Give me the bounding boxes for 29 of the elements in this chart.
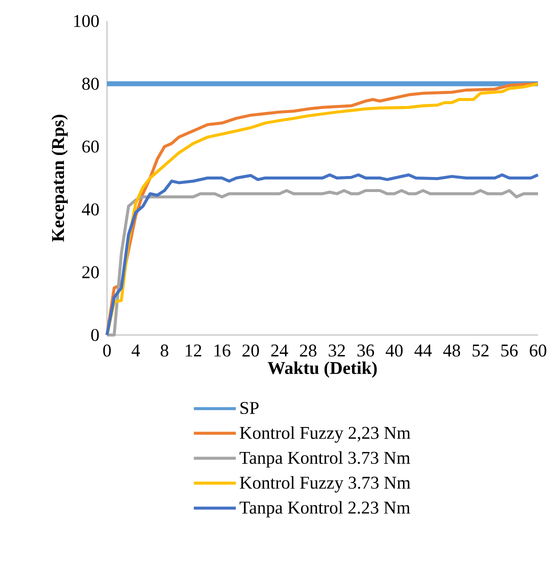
y-axis-title: Kecepatan (Rps) [51, 114, 68, 242]
y-tick-label: 20 [82, 266, 99, 278]
x-tick-label: 24 [271, 344, 288, 356]
x-tick-label: 48 [443, 344, 460, 357]
y-tick-label: 80 [82, 78, 99, 90]
x-tick-label: 44 [414, 344, 432, 356]
y-tick-label: 100 [74, 14, 99, 28]
x-tick-label: 40 [386, 344, 403, 357]
y-tick-label: 40 [82, 203, 99, 216]
x-tick-label: 52 [472, 344, 489, 357]
x-tick-label: 56 [501, 344, 518, 357]
y-tick-label: 0 [91, 328, 99, 342]
x-tick-label: 12 [186, 344, 202, 356]
x-tick-label: 36 [357, 344, 374, 357]
x-axis-title: Waktu (Detik) [268, 361, 377, 378]
x-tick-label: 4 [132, 344, 140, 356]
legend-label: Kontrol Fuzzy 2,23 Nm [240, 426, 410, 443]
x-tick-label: 16 [214, 344, 230, 357]
x-tick-label: 20 [242, 344, 259, 357]
x-tick-label: 32 [328, 344, 345, 357]
x-tick-label: 8 [160, 344, 168, 357]
legend-label: Tanpa Kontrol 3.73 Nm [240, 451, 410, 468]
x-tick-label: 28 [300, 344, 316, 357]
x-tick-label: 0 [103, 344, 111, 357]
legend-label: Kontrol Fuzzy 3.73 Nm [240, 476, 410, 492]
legend-label: Tanpa Kontrol 2.23 Nm [240, 501, 410, 518]
legend-label: SP [240, 402, 259, 414]
x-tick-label: 60 [530, 344, 546, 357]
y-tick-label: 60 [82, 140, 99, 153]
